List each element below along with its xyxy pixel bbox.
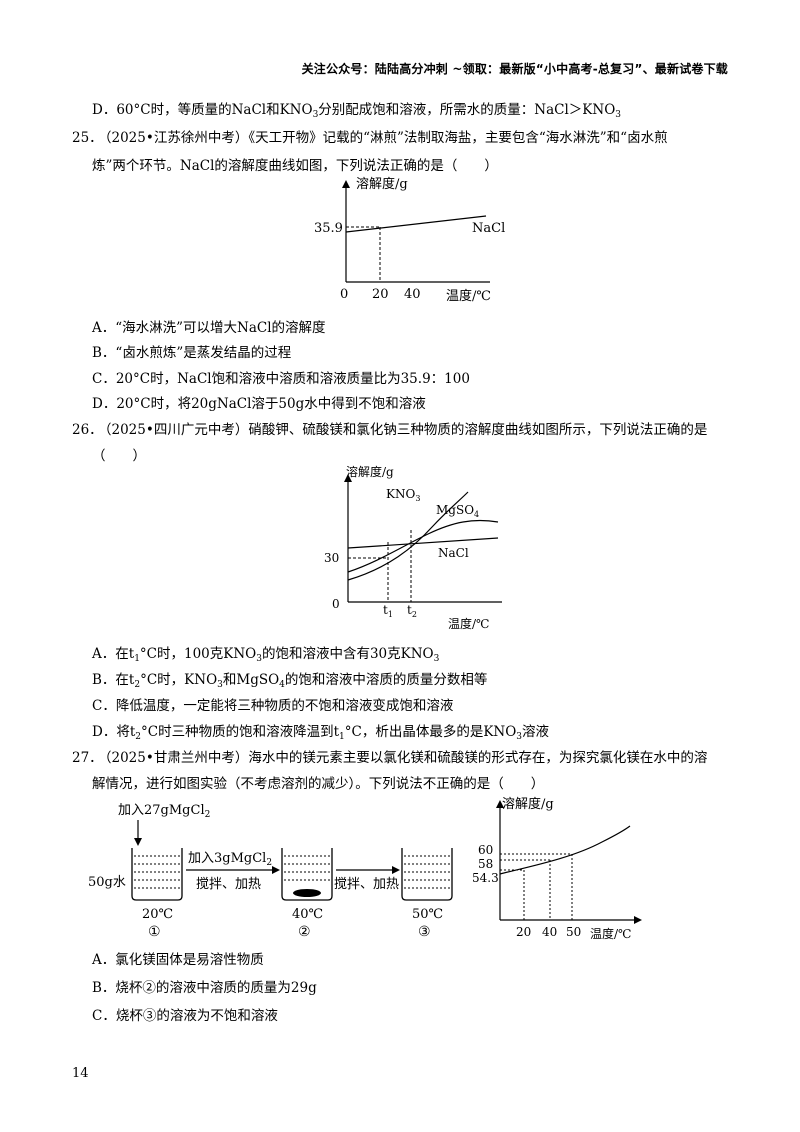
q25-option-d: D．20°C时，将20gNaCl溶于50g水中得到不饱和溶液: [92, 396, 426, 412]
page-number: 14: [72, 1066, 89, 1081]
y-axis-label: 溶解度/g: [502, 796, 554, 812]
y-axis-label: 溶解度/g: [356, 176, 408, 192]
q27-option-b: B．烧杯②的溶液中溶质的质量为29g: [92, 980, 317, 996]
x-axis-label: 温度/℃: [448, 616, 489, 631]
q27-option-c: C．烧杯③的溶液为不饱和溶液: [92, 1008, 278, 1024]
stir-label-2: 搅拌、加热: [334, 876, 399, 892]
temp-40: 40℃: [292, 907, 323, 922]
beaker-3-number: ③: [418, 924, 431, 940]
y-tick-359: 35.9: [314, 221, 343, 236]
x-tick-t1: t1: [383, 603, 393, 619]
q27-stem-line2: 解情况，进行如图实验（不考虑溶剂的减少）。下列说法不正确的是（ ）: [92, 776, 545, 792]
q27-experiment-diagram: 加入27gMgCl2 50g水 20℃ ① 加入3gMgCl2 搅拌、加热 40…: [88, 803, 453, 940]
q25-option-b: B．“卤水煎炼”是蒸发结晶的过程: [92, 345, 292, 361]
kno3-curve: [347, 491, 469, 581]
x-tick-0: 0: [340, 287, 348, 302]
stir-label-1: 搅拌、加热: [196, 876, 261, 892]
nacl-curve: [345, 215, 487, 233]
series-label-kno3: KNO3: [386, 487, 420, 503]
y-axis-label: 溶解度/g: [346, 464, 394, 479]
add-3g-label: 加入3gMgCl2: [188, 851, 272, 868]
x-tick-t2: t2: [407, 603, 417, 619]
beaker-1: [131, 848, 183, 901]
mgso4-curve: [347, 519, 499, 573]
add-27g-label: 加入27gMgCl2: [118, 803, 210, 820]
beaker-2: [281, 848, 333, 901]
x-tick-40: 40: [404, 287, 421, 302]
x-tick-50: 50: [566, 925, 581, 939]
beaker-2-number: ②: [298, 924, 311, 940]
x-axis-label: 温度/℃: [590, 926, 631, 941]
y-tick-60: 60: [478, 843, 493, 857]
x-tick-20: 20: [516, 925, 531, 939]
prev-option-d: D．60°C时，等质量的NaCl和KNO3分别配成饱和溶液，所需水的质量：NaC…: [92, 102, 622, 120]
x-axis-label: 温度/℃: [446, 288, 491, 302]
q25-stem-line1: （2025•江苏徐州中考）《天工开物》记载的“淋煎”法制取海盐，主要包含“海水淋…: [98, 130, 668, 146]
series-label-nacl: NaCl: [472, 221, 505, 236]
q27-solubility-chart: 溶解度/g 60 58 54.3 20 40 50 温度/℃: [472, 796, 642, 941]
q25-number: 25．: [72, 130, 103, 146]
temp-20: 20℃: [142, 907, 173, 922]
x-axis-arrow: [634, 916, 642, 924]
x-tick-0: 0: [332, 597, 340, 611]
q27-option-a: A．氯化镁固体是易溶性物质: [92, 952, 264, 968]
y-tick-58: 58: [478, 857, 493, 871]
q26-stem-line2: （ ）: [92, 448, 146, 464]
q25-option-a: A．“海水淋洗”可以增大NaCl的溶解度: [92, 320, 326, 336]
series-label-nacl: NaCl: [438, 546, 469, 560]
q26-solubility-chart: 溶解度/g KNO3 MgSO4 NaCl 30 0 t1 t2 温度/℃: [324, 464, 502, 631]
y-tick-30: 30: [324, 551, 339, 565]
q26-number: 26．: [72, 422, 103, 438]
q26-option-c: C．降低温度，一定能将三种物质的不饱和溶液变成饱和溶液: [92, 698, 454, 714]
beaker-3: [401, 848, 453, 901]
nacl-curve: [347, 537, 499, 549]
temp-50: 50℃: [412, 907, 443, 922]
x-tick-20: 20: [372, 287, 389, 302]
q27-stem-line1: （2025•甘肃兰州中考）海水中的镁元素主要以氯化镁和硫酸镁的形式存在，为探究氯…: [98, 750, 708, 766]
y-tick-543: 54.3: [472, 871, 499, 885]
q26-option-b: B．在t2°C时，KNO3和MgSO4的饱和溶液中溶质的质量分数相等: [92, 672, 488, 690]
q26-stem-line1: （2025•四川广元中考）硝酸钾、硫酸镁和氯化钠三种物质的溶解度曲线如图所示，下…: [98, 422, 708, 438]
q25-solubility-chart: 溶解度/g 35.9 NaCl 0 20 40 温度/℃: [314, 176, 505, 302]
q26-option-d: D．将t2°C时三种物质的饱和溶液降温到t1°C，析出晶体最多的是KNO3溶液: [92, 724, 550, 742]
series-label-mgso4: MgSO4: [436, 503, 479, 519]
q25-option-c: C．20°C时，NaCl饱和溶液中溶质和溶液质量比为35.9：100: [92, 371, 470, 387]
y-axis-arrow: [496, 800, 504, 808]
x-tick-40: 40: [542, 925, 557, 939]
q26-option-a: A．在t1°C时，100克KNO3的饱和溶液中含有30克KNO3: [92, 646, 440, 664]
page-header: 关注公众号：陆陆高分冲刺 ~领取：最新版“小中高考-总复习”、最新试卷下载: [301, 62, 728, 76]
water-label: 50g水: [88, 875, 126, 890]
beaker-1-number: ①: [148, 924, 161, 940]
q25-stem-line2: 炼”两个环节。NaCl的溶解度曲线如图，下列说法正确的是（ ）: [92, 158, 498, 174]
y-axis-arrow: [344, 474, 352, 482]
q27-number: 27．: [72, 750, 103, 766]
y-axis-arrow: [342, 180, 350, 188]
undissolved-solid: [293, 889, 321, 897]
mgcl2-curve: [499, 825, 631, 875]
